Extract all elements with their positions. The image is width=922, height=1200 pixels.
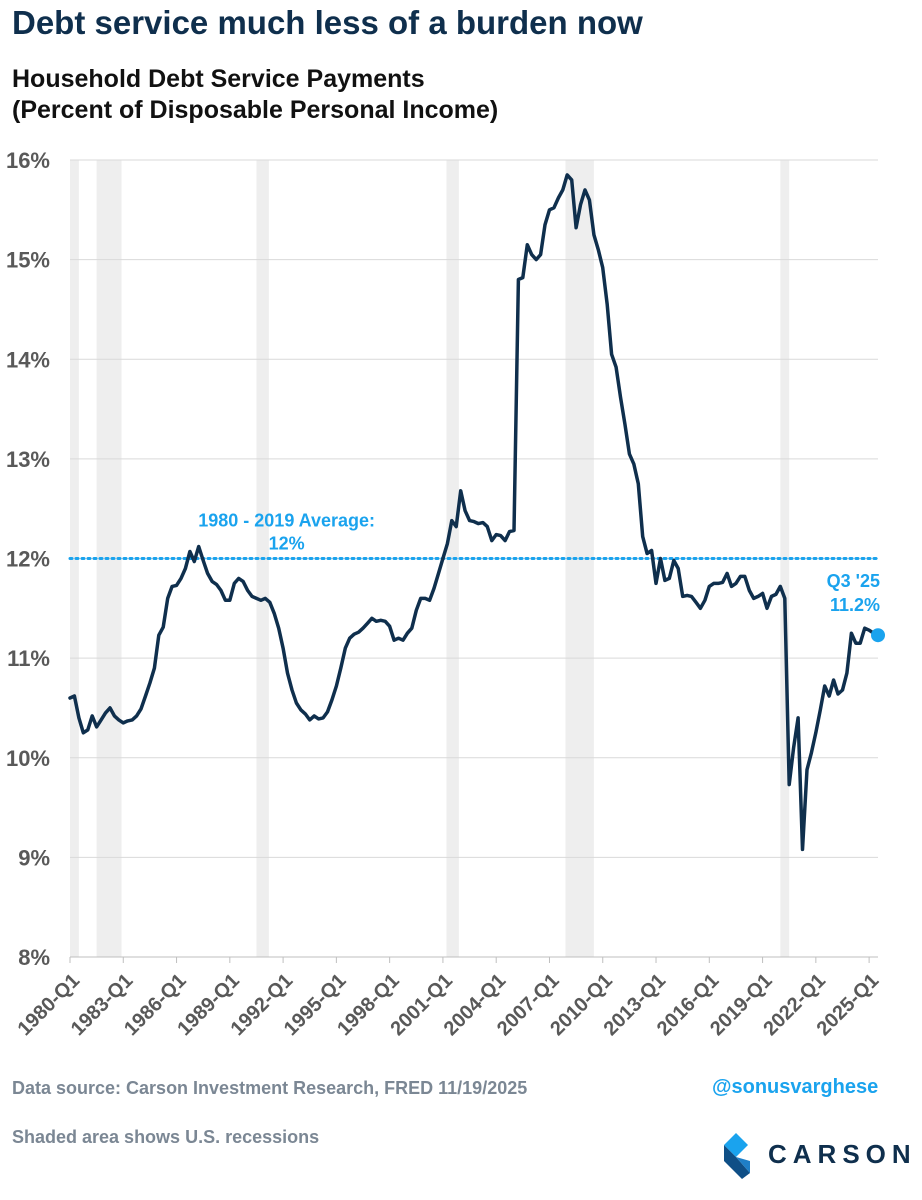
y-tick-label-13: 13% (6, 447, 50, 472)
data-source-note: Data source: Carson Investment Research,… (12, 1078, 528, 1098)
y-axis-tick-labels: 8% 9% 10% 11% 12% 13% 14% 15% 16% (6, 148, 50, 970)
series-line-1 (68, 173, 880, 852)
y-tick-label-11: 11% (7, 646, 50, 671)
annotations-layer: 1980 - 2019 Average: 12% Q3 '25 11.2% (198, 511, 885, 643)
chart-headline: Debt service much less of a burden now (12, 4, 643, 41)
y-tick-label-15: 15% (6, 248, 50, 273)
y-tick-label-8: 8% (18, 945, 50, 970)
chart-subtitle-line-2: (Percent of Disposable Personal Income) (12, 96, 499, 124)
x-axis-tick-labels: 1980-Q11983-Q11986-Q11989-Q11992-Q11995-… (14, 957, 883, 1040)
chart-subtitle: Household Debt Service Payments (Percent… (12, 64, 498, 126)
recession-shading-note: Shaded area shows U.S. recessions (12, 1127, 320, 1147)
last-point-label-line-1: Q3 '25 (827, 571, 880, 591)
y-tick-label-14: 14% (6, 347, 50, 372)
y-tick-label-12: 12% (6, 547, 50, 572)
last-point-label-line-2: 11.2% (830, 595, 880, 615)
average-label-line-2: 12% (269, 534, 305, 554)
last-point-marker (871, 628, 885, 643)
debt-service-line-chart: 8% 9% 10% 11% 12% 13% 14% 15% 16% 1980-Q11983-Q1… (6, 148, 885, 1040)
series-layer (68, 173, 880, 852)
carson-logo: CARSON (722, 1133, 912, 1179)
y-tick-label-9: 9% (18, 845, 50, 870)
carson-logo-text: CARSON (768, 1139, 917, 1169)
y-tick-label-16: 16% (6, 148, 50, 173)
average-label-line-1: 1980 - 2019 Average: (198, 511, 375, 531)
y-tick-label-10: 10% (6, 746, 50, 771)
carson-logo-icon (724, 1133, 750, 1179)
author-handle-link[interactable]: @sonusvarghese (712, 1076, 879, 1098)
chart-subtitle-line-1: Household Debt Service Payments (12, 65, 425, 93)
